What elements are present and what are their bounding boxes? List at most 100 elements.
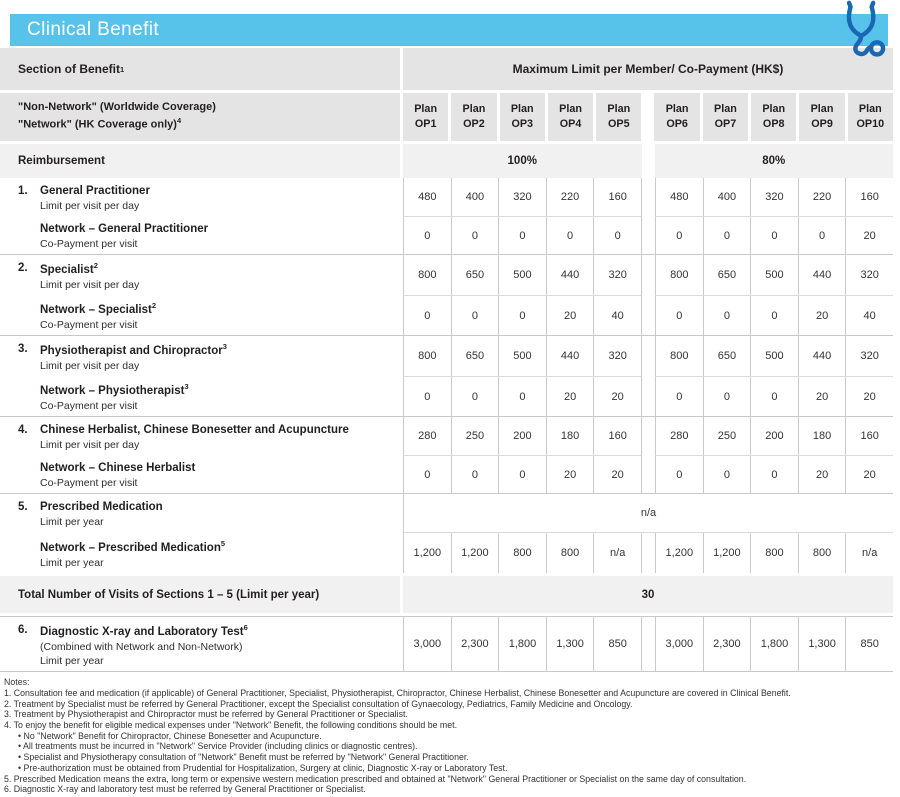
value-cell: 160 <box>593 178 641 217</box>
value-cell: 0 <box>702 377 751 416</box>
table-row: 4. Chinese Herbalist, Chinese Bonesetter… <box>0 416 893 456</box>
value-cell: 1,800 <box>498 617 546 672</box>
row-title: Specialist2 <box>40 261 98 277</box>
value-cell: 440 <box>545 336 594 377</box>
value-cell: 0 <box>498 377 546 416</box>
plan-header-op4: Plan OP4 <box>547 93 594 141</box>
value-cell: 20 <box>545 377 594 416</box>
column-group-spacer <box>645 144 652 178</box>
value-cell: 40 <box>593 296 641 336</box>
section-4-chinese-herbalist: 4. Chinese Herbalist, Chinese Bonesetter… <box>0 415 893 494</box>
value-cell: 20 <box>845 377 893 416</box>
section-1-general-practitioner: 1. General Practitioner Limit per visit p… <box>0 178 893 255</box>
value-cell: 20 <box>593 377 641 416</box>
footnote-marker: 2 <box>93 261 98 271</box>
plan-header-op9: Plan OP9 <box>799 93 845 141</box>
row-title: Prescribed Medication <box>40 501 163 514</box>
plan-header-op7: Plan OP7 <box>702 93 749 141</box>
plan-header-row: "Non-Network" (Worldwide Coverage) "Netw… <box>0 93 893 141</box>
footnote-marker: 6 <box>243 623 248 633</box>
value-cell: 180 <box>545 416 594 456</box>
value-cell: 800 <box>403 255 451 296</box>
row-title: Physiotherapist and Chiropractor3 <box>40 342 227 357</box>
reimbursement-row: Reimbursement 100% 80% <box>0 144 893 178</box>
plan-header-op1: Plan OP1 <box>403 93 449 141</box>
section-5-prescribed-medication: 5. Prescribed Medication Limit per year n… <box>0 493 893 574</box>
value-cell: 650 <box>702 255 751 296</box>
value-cell: n/a <box>845 533 893 574</box>
value-cell: 480 <box>655 178 703 217</box>
value-cell: 480 <box>403 178 451 217</box>
column-group-spacer <box>642 533 655 573</box>
note-bullet-item: • No "Network" Benefit for Chiropractor,… <box>18 730 322 741</box>
row-subtitle: (Combined with Network and Non-Network) <box>40 640 243 653</box>
table-row: 6. Diagnostic X-ray and Laboratory Test6… <box>0 617 893 672</box>
plan-header-op8: Plan OP8 <box>751 93 797 141</box>
column-group-spacer <box>642 617 655 671</box>
footnote-marker: 3 <box>184 382 189 392</box>
notes-heading: Notes: <box>4 677 30 688</box>
value-cell: 0 <box>702 217 751 255</box>
value-cell: 0 <box>655 296 703 336</box>
footnote-marker: 3 <box>222 342 227 352</box>
value-cell: 0 <box>450 217 499 255</box>
value-cell: 320 <box>593 336 641 377</box>
value-cell: 650 <box>450 255 499 296</box>
reimbursement-group1: 100% <box>403 144 642 178</box>
table-row: Network – Chinese Herbalist Co-Payment pe… <box>0 455 893 494</box>
value-cell: 800 <box>655 255 703 296</box>
note-bullet-item: • Pre-authorization must be obtained fro… <box>18 762 508 773</box>
row-title: Chinese Herbalist, Chinese Bonesetter an… <box>40 423 349 436</box>
value-cell: 250 <box>450 416 499 456</box>
value-cell: 0 <box>498 456 546 494</box>
note-item: 1. Consultation fee and medication (if a… <box>4 687 791 698</box>
row-subtitle: Limit per visit per day <box>40 199 140 212</box>
value-cell: 0 <box>593 217 641 255</box>
row-title: General Practitioner <box>40 185 150 197</box>
value-cell: 0 <box>403 217 451 255</box>
row-title: Network – General Practitioner <box>40 223 209 236</box>
value-cell: 1,800 <box>750 617 798 672</box>
row-number: 4. <box>18 423 28 436</box>
footnote-marker: 4 <box>176 116 182 126</box>
value-cell: 1,200 <box>403 533 451 574</box>
row-subtitle: Co-Payment per visit <box>40 238 138 251</box>
value-cell: 0 <box>450 377 499 416</box>
value-cell: 850 <box>593 617 641 672</box>
row-subtitle: Co-Payment per visit <box>40 318 138 331</box>
table-row: Network – Prescribed Medication5 Limit pe… <box>0 533 893 574</box>
note-item: 4. To enjoy the benefit for eligible med… <box>4 720 458 731</box>
value-cell: 650 <box>450 336 499 377</box>
value-cell: 500 <box>498 336 546 377</box>
reimbursement-label: Reimbursement <box>0 144 400 178</box>
value-cell: 0 <box>545 217 594 255</box>
column-group-spacer <box>642 295 655 335</box>
value-cell: 0 <box>750 296 798 336</box>
value-cell: 160 <box>593 416 641 456</box>
plan-header-op6: Plan OP6 <box>654 93 700 141</box>
value-cell: 440 <box>797 336 846 377</box>
notes-section: Notes: 1. Consultation fee and medicatio… <box>0 677 897 795</box>
value-cell: 1,300 <box>545 617 594 672</box>
row-subtitle: Limit per year <box>40 556 104 569</box>
non-network-coverage-label: "Non-Network" (Worldwide Coverage) <box>18 101 216 114</box>
value-cell: 0 <box>750 217 798 255</box>
footnote-marker: 5 <box>220 539 226 549</box>
section-of-benefit-label: Section of Benefit <box>18 62 121 76</box>
value-cell: 400 <box>702 178 751 217</box>
coverage-header: "Non-Network" (Worldwide Coverage) "Netw… <box>0 93 400 141</box>
value-cell: 160 <box>845 178 893 217</box>
note-bullet-item: • All treatments must be incurred in "Ne… <box>18 741 418 752</box>
column-group-spacer <box>644 93 651 141</box>
value-cell: 320 <box>845 336 893 377</box>
stethoscope-icon <box>846 0 886 57</box>
value-cell: 0 <box>403 296 451 336</box>
max-limit-header: Maximum Limit per Member/ Co-Payment (HK… <box>403 48 893 90</box>
value-cell: 440 <box>545 255 594 296</box>
table-row: 3. Physiotherapist and Chiropractor3 Limi… <box>0 336 893 377</box>
row-title: Network – Chinese Herbalist <box>40 462 196 475</box>
row-subtitle: Co-Payment per visit <box>40 477 138 490</box>
value-cell: 3,000 <box>655 617 703 672</box>
total-visits-row: Total Number of Visits of Sections 1 – 5… <box>0 576 893 614</box>
value-cell: 160 <box>845 416 893 456</box>
